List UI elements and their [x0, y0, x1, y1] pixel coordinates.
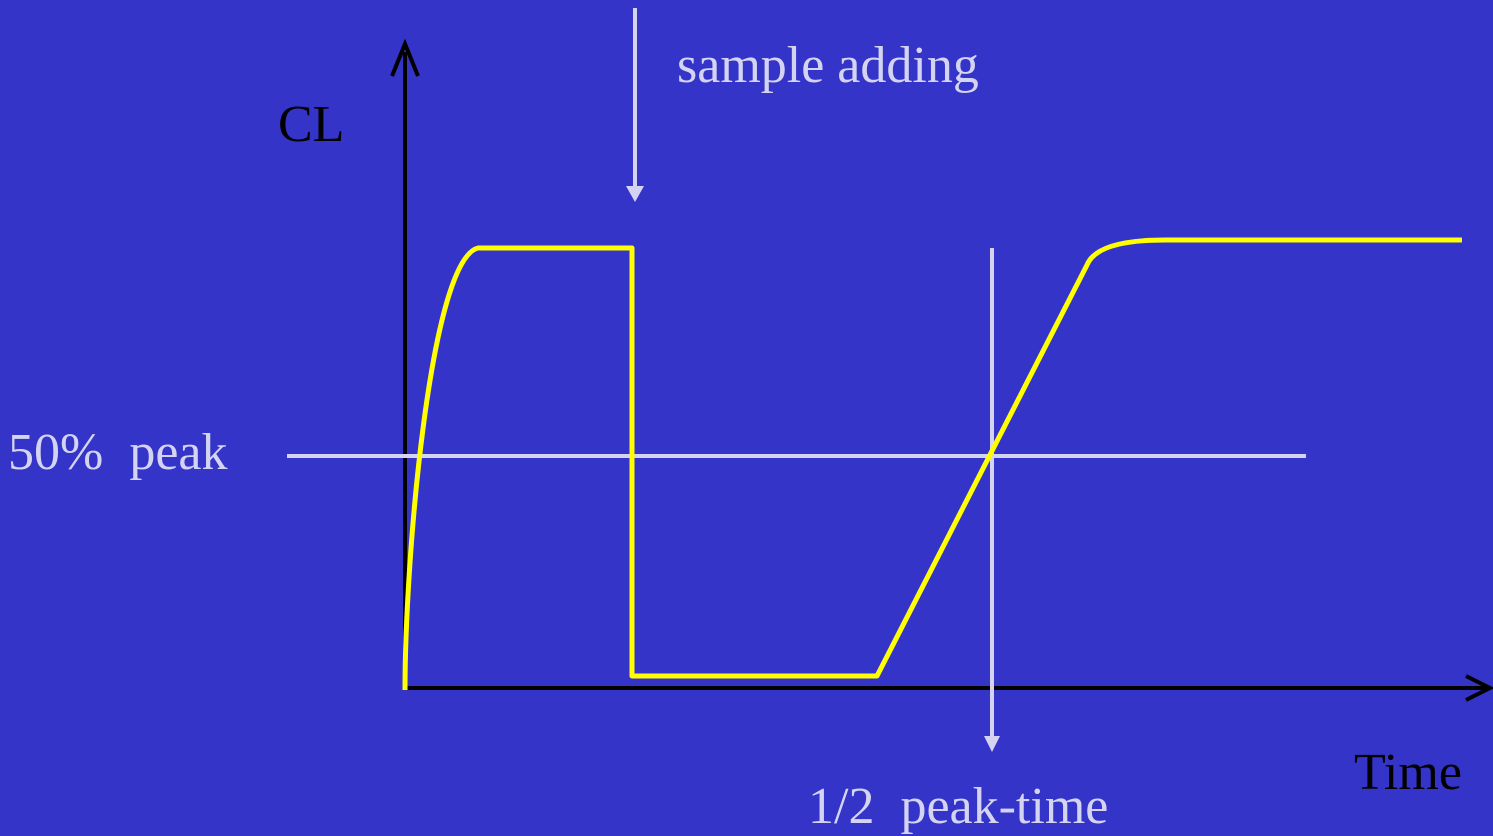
half-peak-time-arrowhead — [984, 736, 1000, 752]
x-axis-label: Time — [1354, 744, 1462, 801]
y-axis-arrow — [390, 38, 420, 77]
cl-curve — [402, 237, 1462, 691]
sample-adding-arrowhead — [626, 186, 644, 202]
half-peak-time-label: 1/2 peak-time — [808, 778, 1108, 835]
x-axis-arrow — [1465, 674, 1493, 702]
y-axis-label: CL — [278, 96, 344, 153]
half-peak-label: 50% peak — [8, 424, 227, 481]
sample-adding-label: sample adding — [677, 37, 979, 94]
